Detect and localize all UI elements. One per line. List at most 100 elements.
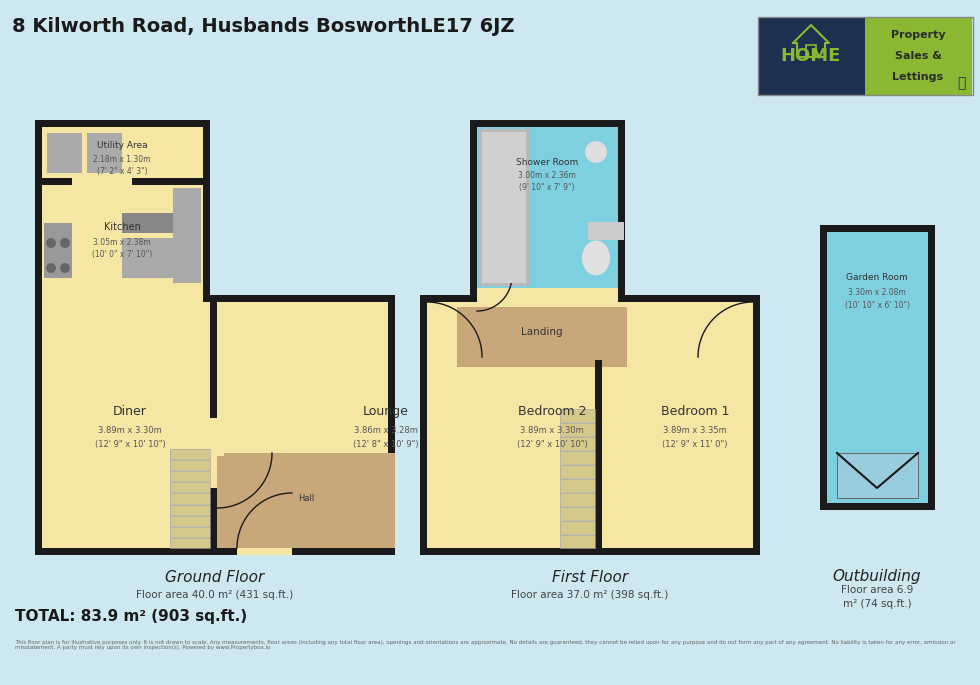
Bar: [122, 213, 177, 233]
Bar: [560, 465, 595, 478]
Ellipse shape: [582, 240, 610, 275]
Text: Bedroom 1: Bedroom 1: [661, 405, 729, 418]
Bar: [482, 132, 526, 283]
Bar: [170, 493, 210, 503]
Text: (10' 0" x 7' 10"): (10' 0" x 7' 10"): [92, 250, 152, 259]
Bar: [560, 493, 595, 506]
Bar: [595, 360, 602, 548]
Text: Sales &: Sales &: [895, 51, 942, 61]
Bar: [827, 232, 928, 503]
Bar: [170, 482, 210, 493]
Bar: [470, 120, 625, 295]
Text: Outbuilding: Outbuilding: [833, 569, 921, 584]
Bar: [170, 471, 210, 482]
Bar: [427, 302, 434, 357]
Bar: [560, 451, 595, 464]
Bar: [560, 479, 595, 492]
Text: Lounge: Lounge: [363, 405, 409, 418]
Bar: [47, 133, 82, 173]
Ellipse shape: [585, 141, 607, 163]
Text: Floor area 40.0 m² (431 sq.ft.): Floor area 40.0 m² (431 sq.ft.): [136, 590, 294, 600]
Text: 2.18m x 1.30m: 2.18m x 1.30m: [93, 155, 151, 164]
Bar: [560, 521, 595, 534]
Bar: [173, 188, 201, 283]
Bar: [560, 479, 595, 492]
Bar: [560, 507, 595, 520]
Text: Utility Area: Utility Area: [97, 141, 147, 150]
Circle shape: [46, 238, 56, 248]
Bar: [72, 178, 132, 185]
Bar: [170, 516, 210, 526]
Text: (12' 9" x 10' 10"): (12' 9" x 10' 10"): [516, 440, 587, 449]
Bar: [170, 538, 210, 548]
Bar: [210, 302, 217, 548]
Text: This floor plan is for illustrative purposes only. It is not drawn to scale. Any: This floor plan is for illustrative purp…: [15, 640, 956, 650]
Bar: [560, 423, 595, 436]
Bar: [170, 460, 210, 470]
Bar: [170, 516, 210, 526]
Text: 3.89m x 3.35m: 3.89m x 3.35m: [663, 426, 727, 435]
Text: Kitchen: Kitchen: [104, 222, 140, 232]
Text: Bedroom 2: Bedroom 2: [517, 405, 586, 418]
Bar: [170, 449, 210, 459]
Bar: [560, 521, 595, 534]
Circle shape: [46, 263, 56, 273]
Text: 3.86m x 3.28m: 3.86m x 3.28m: [354, 426, 417, 435]
Bar: [210, 418, 217, 488]
Text: Floor area 6.9: Floor area 6.9: [841, 585, 913, 595]
Bar: [560, 493, 595, 506]
Text: m² (74 sq.ft.): m² (74 sq.ft.): [843, 599, 911, 609]
Bar: [427, 302, 753, 548]
Text: 3.00m x 2.36m: 3.00m x 2.36m: [518, 171, 576, 180]
Text: HOME: HOME: [781, 47, 841, 65]
Bar: [170, 505, 210, 514]
Bar: [560, 437, 595, 450]
Bar: [217, 453, 395, 548]
Bar: [170, 505, 210, 514]
Bar: [42, 288, 203, 302]
Text: (7' 2" x 4' 3"): (7' 2" x 4' 3"): [97, 167, 147, 176]
Bar: [170, 527, 210, 537]
Text: TOTAL: 83.9 m² (903 sq.ft.): TOTAL: 83.9 m² (903 sq.ft.): [15, 610, 247, 625]
Text: 8 Kilworth Road, Husbands BosworthLE17 6JZ: 8 Kilworth Road, Husbands BosworthLE17 6…: [12, 17, 514, 36]
Bar: [746, 302, 753, 357]
Text: (12' 9" x 11' 0"): (12' 9" x 11' 0"): [662, 440, 728, 449]
Bar: [560, 409, 595, 422]
Text: 3.30m x 2.08m: 3.30m x 2.08m: [848, 288, 906, 297]
Text: Landing: Landing: [521, 327, 563, 337]
Text: Property: Property: [891, 30, 946, 40]
Bar: [35, 120, 210, 295]
Bar: [560, 437, 595, 450]
Bar: [170, 471, 210, 482]
Bar: [479, 129, 529, 286]
Bar: [560, 535, 595, 548]
Circle shape: [60, 238, 70, 248]
Bar: [758, 17, 865, 95]
Text: First Floor: First Floor: [552, 569, 628, 584]
Bar: [237, 548, 292, 555]
Bar: [588, 222, 624, 240]
Bar: [560, 451, 595, 464]
Text: (12' 8" x 10' 9"): (12' 8" x 10' 9"): [353, 440, 418, 449]
Bar: [217, 394, 224, 456]
Bar: [170, 538, 210, 548]
Bar: [122, 238, 177, 278]
Text: 3.89m x 3.30m: 3.89m x 3.30m: [98, 426, 162, 435]
Text: (10' 10" x 6' 10"): (10' 10" x 6' 10"): [845, 301, 909, 310]
Bar: [170, 527, 210, 537]
Text: (12' 9" x 10' 10"): (12' 9" x 10' 10"): [95, 440, 166, 449]
Bar: [806, 45, 816, 57]
Bar: [820, 225, 935, 510]
Text: Floor area 37.0 m² (398 sq.ft.): Floor area 37.0 m² (398 sq.ft.): [512, 590, 668, 600]
Bar: [42, 127, 203, 288]
Bar: [170, 449, 210, 459]
Text: 3.05m x 2.38m: 3.05m x 2.38m: [93, 238, 151, 247]
Text: 3.89m x 3.30m: 3.89m x 3.30m: [520, 426, 584, 435]
Text: (9' 10" x 7' 9"): (9' 10" x 7' 9"): [519, 183, 574, 192]
Bar: [477, 276, 512, 283]
Bar: [170, 460, 210, 470]
Text: Ground Floor: Ground Floor: [166, 569, 265, 584]
Text: Shower Room: Shower Room: [515, 158, 578, 167]
Bar: [560, 507, 595, 520]
Bar: [42, 178, 203, 185]
